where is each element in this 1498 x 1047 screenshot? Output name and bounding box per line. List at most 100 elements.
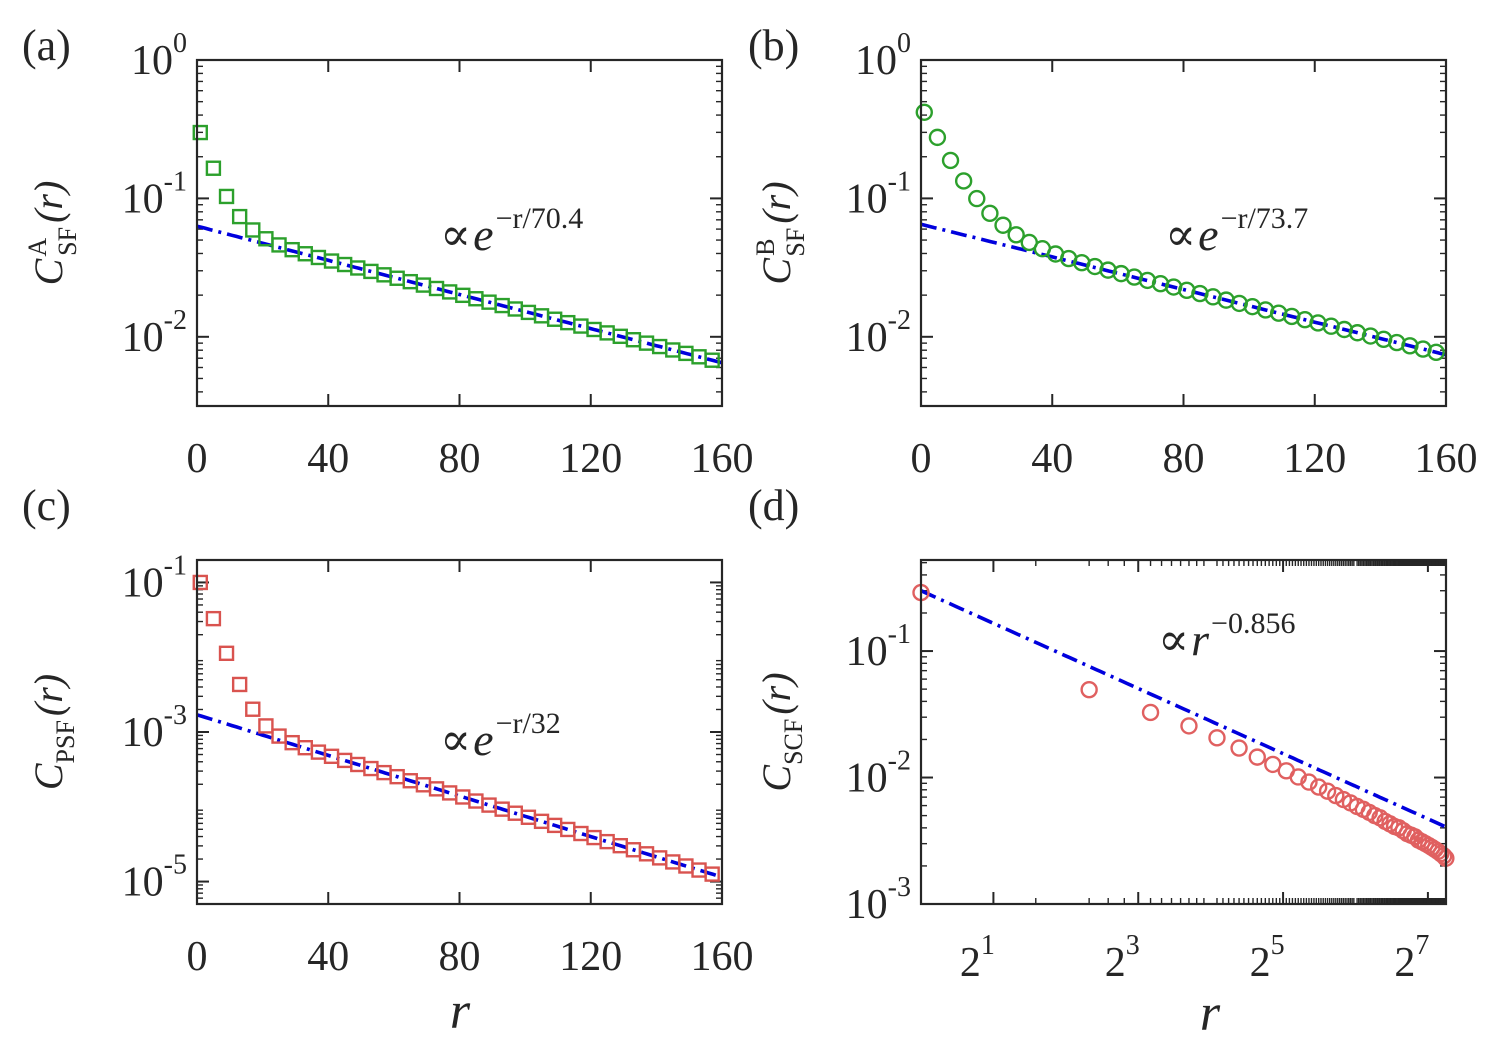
data-point bbox=[1427, 343, 1445, 362]
x-tick-label: 21 bbox=[960, 930, 995, 986]
data-point bbox=[192, 574, 208, 591]
data-point bbox=[231, 676, 248, 693]
data-point bbox=[1318, 782, 1337, 800]
x-tick-label: 40 bbox=[307, 934, 349, 980]
axes-frame bbox=[919, 58, 1448, 408]
panel-c: (c) 10-1 10-3 10-50 40 80 120 160 CPSF(r) r ∝e−r/3… bbox=[22, 481, 754, 1040]
data-point bbox=[1180, 717, 1198, 735]
x-tick-label: 160 bbox=[691, 934, 754, 980]
data-point bbox=[1435, 847, 1453, 865]
y-axis-label: CSCF(r) bbox=[754, 672, 808, 791]
data-point bbox=[258, 718, 274, 734]
y-tick-label: 10-1 bbox=[846, 166, 911, 222]
fit-annotation: ∝e−r/32 bbox=[440, 707, 561, 765]
x-axis-label: r bbox=[450, 983, 471, 1040]
fit-line bbox=[921, 589, 1446, 829]
data-point bbox=[245, 222, 261, 238]
fit-annotation: ∝e−r/70.4 bbox=[440, 202, 583, 260]
y-tick-label: 10-2 bbox=[846, 746, 911, 802]
data-point bbox=[1432, 844, 1450, 863]
fit-line bbox=[197, 224, 722, 365]
x-tick-label: 0 bbox=[187, 934, 208, 980]
panel-a: (a) 100 10-1 10-2 0 40 80 120 160 CASF(r) ∝e−r/70.… bbox=[22, 21, 754, 482]
data-point bbox=[1080, 680, 1098, 699]
data-point bbox=[1309, 778, 1328, 796]
data-point bbox=[205, 610, 222, 627]
y-axis-label: CBSF(r) bbox=[751, 181, 810, 284]
data-point bbox=[981, 204, 999, 223]
panel-b: (b) 100 10-1 10-2 0 40 80 120 160 CBSF(r) ∝e−r/73.… bbox=[748, 21, 1478, 482]
x-tick-label: 40 bbox=[1031, 436, 1073, 482]
data-point bbox=[389, 270, 405, 286]
data-series bbox=[192, 574, 720, 882]
data-point bbox=[245, 701, 261, 717]
x-tick-label: 120 bbox=[559, 436, 622, 482]
x-tick-label: 80 bbox=[439, 934, 481, 980]
panel-a-label: (a) bbox=[22, 21, 71, 70]
x-tick-label: 40 bbox=[307, 436, 349, 482]
y-tick-label: 10-3 bbox=[122, 700, 187, 756]
data-point bbox=[1230, 739, 1248, 757]
data-point bbox=[968, 189, 986, 208]
fit-annotation: ∝e−r/73.7 bbox=[1165, 202, 1308, 260]
data-point bbox=[1141, 703, 1160, 722]
y-axis-label: CPSF(r) bbox=[26, 674, 80, 790]
x-tick-label: 160 bbox=[691, 436, 754, 482]
y-tick-label: 10-1 bbox=[122, 166, 187, 222]
fit-line bbox=[197, 713, 722, 879]
data-series bbox=[915, 103, 1445, 362]
y-tick-label: 10-2 bbox=[122, 305, 187, 361]
y-tick-label: 10-5 bbox=[122, 850, 187, 906]
data-point bbox=[599, 325, 615, 341]
y-tick-label: 10-1 bbox=[846, 619, 911, 675]
x-tick-label: 27 bbox=[1394, 930, 1429, 986]
x-tick-label: 80 bbox=[1163, 436, 1205, 482]
y-tick-label: 10-2 bbox=[846, 305, 911, 361]
x-tick-label: 0 bbox=[911, 436, 932, 482]
y-axis-label: CASF(r) bbox=[23, 181, 82, 286]
fit-annotation: ∝r−0.856 bbox=[1158, 607, 1295, 665]
data-point bbox=[928, 128, 947, 147]
data-point bbox=[1007, 226, 1025, 244]
y-tick-label: 100 bbox=[131, 28, 187, 84]
data-series bbox=[192, 124, 720, 368]
data-point bbox=[205, 160, 222, 176]
data-series bbox=[912, 583, 1455, 867]
data-point bbox=[218, 188, 235, 205]
x-tick-label: 160 bbox=[1415, 436, 1478, 482]
data-point bbox=[954, 172, 973, 190]
panel-d: (d) 10-1 10-2 10-3 21 23 25 27 CSCF(r) r ∝r−0.856 bbox=[748, 481, 1455, 1042]
data-point bbox=[192, 124, 208, 141]
data-point bbox=[1264, 755, 1282, 774]
axes-frame bbox=[195, 558, 724, 906]
data-point bbox=[599, 833, 615, 850]
axes-frame bbox=[195, 58, 724, 408]
y-tick-label: 100 bbox=[855, 28, 911, 84]
x-axis-label: r bbox=[1200, 985, 1221, 1042]
x-tick-label: 80 bbox=[439, 436, 481, 482]
data-point bbox=[231, 208, 248, 225]
data-point bbox=[1289, 768, 1307, 786]
x-tick-label: 23 bbox=[1105, 930, 1140, 986]
axes-frame bbox=[919, 558, 1448, 906]
panel-b-label: (b) bbox=[748, 21, 799, 70]
panel-c-label: (c) bbox=[22, 481, 71, 530]
y-tick-label: 10-1 bbox=[122, 550, 187, 606]
data-point bbox=[1300, 773, 1318, 791]
data-point bbox=[1248, 748, 1266, 766]
data-point bbox=[994, 216, 1012, 234]
y-tick-label: 10-3 bbox=[846, 872, 911, 928]
x-tick-label: 25 bbox=[1250, 930, 1285, 986]
data-point bbox=[941, 151, 960, 170]
panel-d-label: (d) bbox=[748, 481, 799, 530]
data-point bbox=[271, 237, 287, 253]
x-tick-label: 0 bbox=[187, 436, 208, 482]
x-tick-label: 120 bbox=[559, 934, 622, 980]
fit-line bbox=[921, 222, 1446, 357]
data-point bbox=[218, 645, 235, 662]
data-point bbox=[704, 352, 720, 368]
x-tick-label: 120 bbox=[1283, 436, 1346, 482]
data-point bbox=[915, 103, 933, 121]
data-point bbox=[704, 866, 720, 882]
